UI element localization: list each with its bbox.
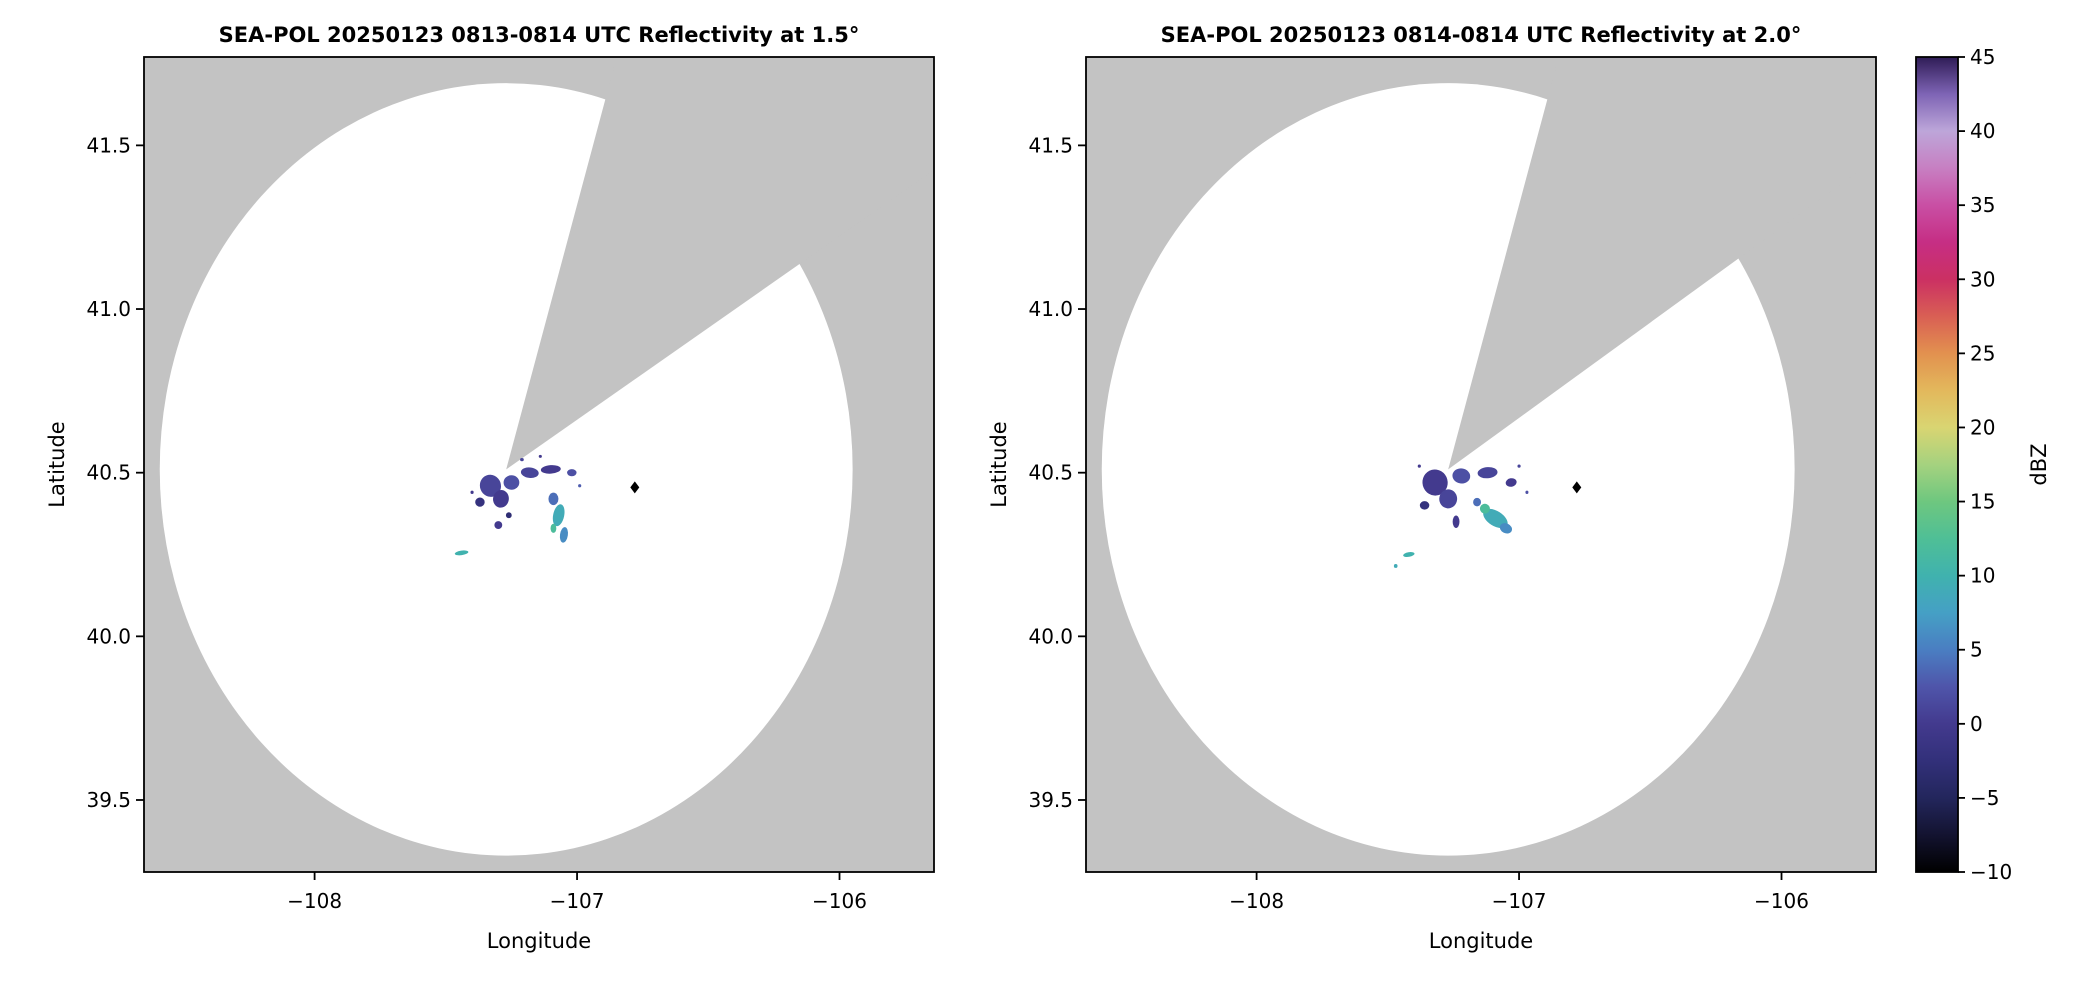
x-tick-label: −107 [550, 889, 605, 913]
echo-blob [1483, 508, 1508, 529]
colorbar-tick-label: 10 [1970, 564, 1995, 588]
colorbar-label: dBZ [2027, 443, 2051, 485]
echo-blob [538, 454, 542, 458]
x-tick-label: −106 [812, 889, 867, 913]
axes-frame [1085, 56, 1877, 873]
echo-blob [548, 492, 559, 506]
colorbar-tick-label: 20 [1970, 415, 1995, 439]
echo-blob [454, 550, 469, 556]
echo-blob [1473, 497, 1481, 507]
echo-blob [1419, 501, 1430, 510]
plot-area [144, 57, 934, 872]
echo-blob [494, 521, 503, 529]
colorbar-tick-label: 30 [1970, 267, 1995, 291]
plot-area [1086, 57, 1876, 872]
y-axis-label: Latitude [45, 421, 69, 507]
y-axis-label: Latitude [987, 421, 1011, 507]
echo-blob [520, 457, 524, 462]
x-axis-label: Longitude [1429, 929, 1533, 953]
echo-blob [520, 467, 539, 478]
colorbar-tick-label: 25 [1970, 341, 1995, 365]
echo-blob [1479, 503, 1490, 514]
y-tick-label: 41.5 [1028, 133, 1073, 157]
x-tick-label: −106 [1754, 889, 1809, 913]
echo-blob [1403, 552, 1415, 557]
blocked-sector [506, 57, 934, 470]
echo-blob [475, 497, 485, 507]
echo-blob [1505, 478, 1517, 487]
echo-blob [1525, 490, 1529, 494]
blocked-sector [1448, 57, 1876, 470]
colorbar-tick-label: 0 [1970, 712, 1983, 736]
y-tick-label: 40.5 [1028, 461, 1073, 485]
echo-blob [1393, 564, 1398, 568]
echo-blob [470, 490, 474, 494]
x-tick-label: −107 [1492, 889, 1547, 913]
echo-blob [505, 512, 512, 519]
x-axis-label: Longitude [487, 929, 591, 953]
echo-blob [479, 474, 502, 497]
colorbar-tick-label: 45 [1970, 45, 1995, 69]
y-tick-label: 40.5 [86, 461, 131, 485]
colorbar-gradient [1916, 57, 1958, 872]
colorbar-tick-label: −5 [1970, 786, 1999, 810]
colorbar-tick-label: 40 [1970, 119, 1995, 143]
y-tick-label: 39.5 [86, 788, 131, 812]
panel-title: SEA-POL 20250123 0813-0814 UTC Reflectiv… [219, 23, 860, 47]
echo-blob [567, 469, 577, 477]
echo-blob [1517, 464, 1521, 468]
axes-frame [143, 56, 935, 873]
echo-blob [1452, 515, 1460, 528]
y-tick-label: 41.5 [86, 133, 131, 157]
echo-blob [1477, 467, 1498, 479]
x-tick-label: −108 [287, 889, 342, 913]
colorbar-tick-label: 5 [1970, 638, 1983, 662]
colorbar-tick-label: 35 [1970, 193, 1995, 217]
echo-blob [1452, 468, 1471, 484]
target-marker [630, 481, 640, 494]
echo-blob [1422, 469, 1448, 496]
y-tick-label: 41.0 [86, 297, 131, 321]
echo-blob [503, 475, 520, 490]
colorbar-tick-label: 15 [1970, 490, 1995, 514]
y-tick-label: 40.0 [86, 624, 131, 648]
echo-blob [1499, 523, 1513, 534]
echo-blob [559, 527, 568, 543]
echo-blob [493, 490, 509, 508]
echo-blob [552, 504, 565, 527]
target-marker [1572, 481, 1582, 494]
echo-blob [1417, 464, 1421, 468]
echo-blob [540, 465, 561, 474]
y-tick-label: 39.5 [1028, 788, 1073, 812]
echo-blob [1439, 489, 1458, 509]
colorbar-tick-label: −10 [1970, 860, 2012, 884]
colorbar-frame [1915, 56, 1959, 873]
y-tick-label: 40.0 [1028, 624, 1073, 648]
y-tick-label: 41.0 [1028, 297, 1073, 321]
echo-blob [550, 523, 557, 533]
x-tick-label: −108 [1229, 889, 1284, 913]
echo-blob [578, 484, 582, 488]
panel-title: SEA-POL 20250123 0814-0814 UTC Reflectiv… [1161, 23, 1802, 47]
